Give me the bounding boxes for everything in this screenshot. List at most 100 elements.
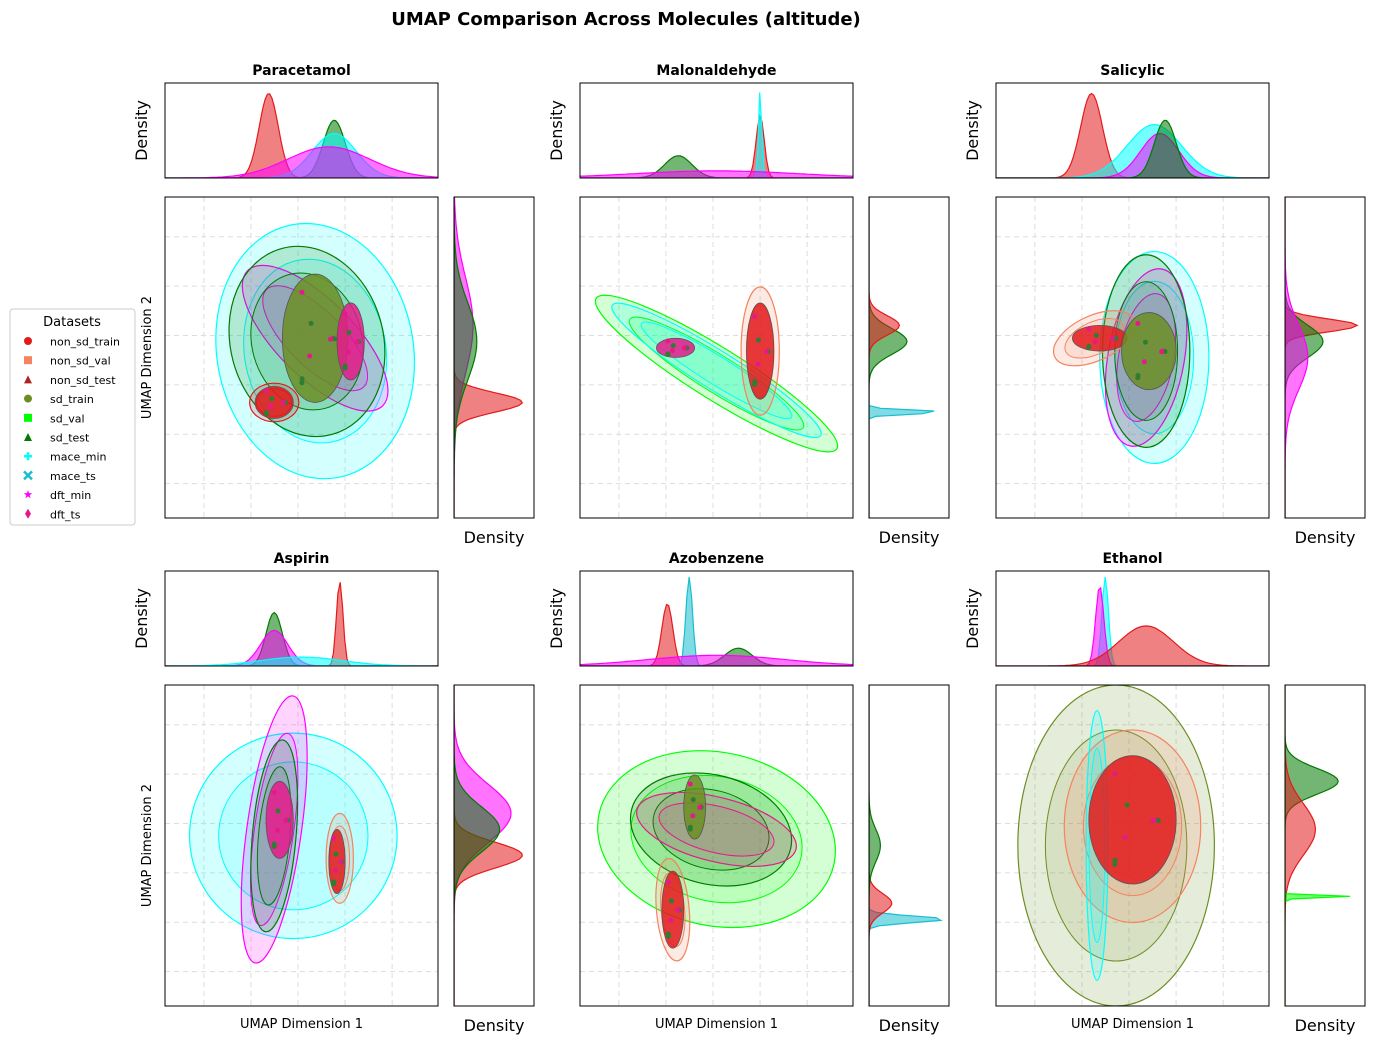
x-axis-label: UMAP Dimension 1 xyxy=(655,1017,778,1032)
panel-title: Ethanol xyxy=(1102,551,1162,567)
right-density-label: Density xyxy=(1295,1016,1356,1035)
point-cluster-non_sd_train xyxy=(661,870,685,949)
panel-ethanol: Ethanol Density UMAP Dimension 1 Density xyxy=(963,551,1366,1035)
data-point xyxy=(308,320,314,326)
right-marginal xyxy=(454,685,523,1006)
top-density-label: Density xyxy=(547,100,566,161)
panels: Paracetamol Density UMAP Dimension 2 Densit… xyxy=(132,63,1366,1035)
data-point xyxy=(280,400,286,406)
legend-label-mace_min: mace_min xyxy=(50,451,107,464)
data-point xyxy=(665,338,671,344)
top-marginal-frame xyxy=(164,82,439,179)
data-point xyxy=(331,879,337,885)
legend-marker-dft_min xyxy=(23,490,33,499)
data-point xyxy=(1142,339,1148,345)
legend-title: Datasets xyxy=(43,315,101,330)
data-point xyxy=(665,879,671,885)
kde-right-sd_test xyxy=(869,197,908,518)
data-point xyxy=(690,797,696,803)
data-point xyxy=(271,841,277,847)
figure-title: UMAP Comparison Across Molecules (altitu… xyxy=(391,9,861,30)
top-marginal xyxy=(580,576,853,666)
kde-right-non_sd_train xyxy=(1285,685,1317,1006)
main-plot-frame xyxy=(579,196,854,519)
point-cluster-dft_ts xyxy=(336,302,365,381)
main-plot-frame xyxy=(164,684,439,1007)
point-cluster-dft_ts xyxy=(265,780,294,859)
y-axis-label: UMAP Dimension 2 xyxy=(140,784,155,907)
legend-label-sd_train: sd_train xyxy=(50,393,94,406)
panel-title: Salicylic xyxy=(1100,63,1164,79)
data-point xyxy=(1135,320,1141,326)
right-marginal-frame xyxy=(1284,684,1366,1007)
legend: Datasets non_sd_train non_sd_val non_sd_te… xyxy=(9,308,136,526)
data-point xyxy=(1093,332,1099,338)
data-point xyxy=(1122,835,1128,841)
data-point xyxy=(675,907,681,913)
data-point xyxy=(342,363,348,369)
data-point xyxy=(338,859,344,865)
legend-label-non_sd_val: non_sd_val xyxy=(50,355,111,368)
data-point xyxy=(283,817,289,823)
right-density-label: Density xyxy=(464,528,525,547)
data-point xyxy=(668,917,674,923)
panel-title: Azobenzene xyxy=(669,551,764,567)
data-point xyxy=(268,404,274,410)
data-point xyxy=(665,351,671,357)
panel-title: Malonaldehyde xyxy=(656,63,776,79)
right-marginal-frame xyxy=(868,196,950,519)
data-point xyxy=(331,836,337,842)
top-marginal-frame xyxy=(579,82,854,179)
data-point xyxy=(687,824,693,830)
data-point xyxy=(274,827,280,833)
data-point xyxy=(1135,372,1141,378)
panel-title: Paracetamol xyxy=(252,63,351,79)
panel-salicylic: Salicylic Density Density xyxy=(963,63,1366,547)
y-axis-label: UMAP Dimension 2 xyxy=(140,296,155,419)
legend-marker-sd_test xyxy=(24,433,32,441)
kde-top-dft_min xyxy=(165,146,438,178)
panel-malonaldehyde: Malonaldehyde Density Density xyxy=(547,63,950,547)
main-plot xyxy=(580,685,853,1006)
data-point xyxy=(752,314,758,320)
data-point xyxy=(1112,857,1118,863)
kde-top-dft_min xyxy=(580,170,853,178)
data-point xyxy=(263,388,269,394)
kde-top-non_sd_train xyxy=(580,114,853,178)
right-marginal-frame xyxy=(868,684,950,1007)
data-point xyxy=(333,867,339,873)
kde-top-mace_min xyxy=(165,656,438,666)
kde-right-dft_min xyxy=(1285,197,1309,518)
data-point xyxy=(1159,349,1165,355)
right-density-label: Density xyxy=(1295,528,1356,547)
main-plot xyxy=(165,685,438,1006)
main-plot xyxy=(165,197,438,518)
data-point xyxy=(327,336,333,342)
data-point xyxy=(1155,817,1161,823)
top-density-label: Density xyxy=(547,588,566,649)
x-axis-label: UMAP Dimension 1 xyxy=(240,1017,363,1032)
data-point xyxy=(1112,861,1118,867)
main-plot-frame xyxy=(995,196,1270,519)
top-marginal xyxy=(165,582,438,666)
legend-label-dft_min: dft_min xyxy=(50,489,91,502)
main-plot-frame xyxy=(579,684,854,1007)
point-cluster-non_sd_train xyxy=(254,385,294,419)
top-density-label: Density xyxy=(963,588,982,649)
panel-aspirin: Aspirin Density UMAP Dimension 2 UMAP Dimen… xyxy=(132,551,535,1035)
right-marginal-frame xyxy=(453,684,535,1007)
point-cluster-non_sd_train xyxy=(328,829,346,895)
kde-top-sd_test xyxy=(996,119,1269,178)
top-marginal xyxy=(165,93,438,178)
data-point xyxy=(687,781,693,787)
point-cluster-non_sd_train xyxy=(1088,755,1177,885)
data-point xyxy=(275,808,281,814)
legend-marker-mace_min xyxy=(24,452,32,461)
kde-right-sd_test xyxy=(454,685,501,1006)
top-density-label: Density xyxy=(963,100,982,161)
right-marginal-frame xyxy=(1284,196,1366,519)
top-marginal-frame xyxy=(995,570,1270,667)
legend-marker-sd_train xyxy=(24,394,32,403)
main-plot-frame xyxy=(164,196,439,519)
